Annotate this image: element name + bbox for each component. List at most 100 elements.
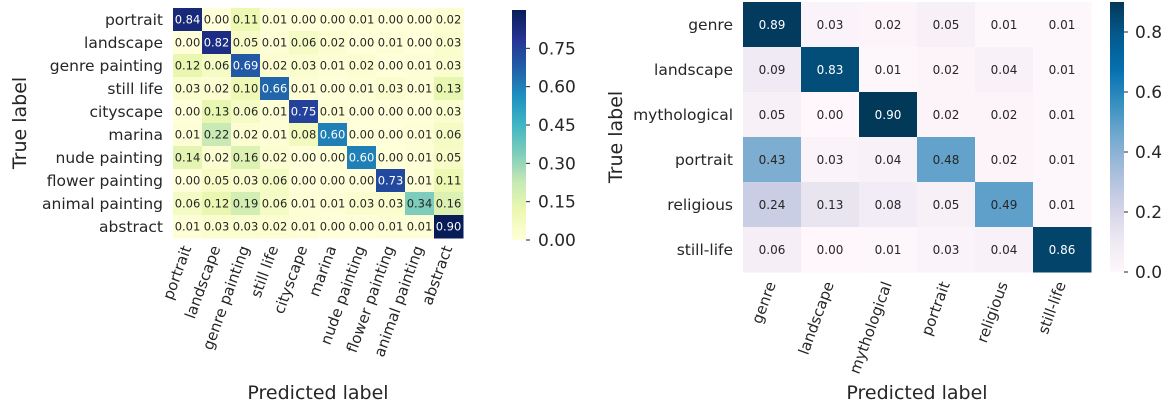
chart1-cell [318, 31, 348, 55]
chart1-cell-value: 0.06 [175, 197, 201, 211]
chart1-cell-value: 0.05 [204, 174, 230, 188]
chart1-cell [405, 77, 435, 101]
chart2-x-tick-label: genre [748, 279, 780, 326]
chart1-cell-value: 0.00 [320, 174, 346, 188]
chart1-cell-value: 0.00 [407, 36, 433, 50]
chart1-cell-value: 0.03 [378, 82, 404, 96]
chart2-y-tick-label: religious [667, 196, 733, 214]
chart1-cell [260, 100, 290, 124]
chart1-cell-value: 0.05 [436, 151, 462, 165]
chart1-cell-value: 0.06 [262, 174, 288, 188]
chart2-cell-value: 0.05 [759, 108, 786, 122]
chart1-cell [347, 8, 377, 32]
chart1-cell-value: 0.00 [349, 220, 375, 234]
chart1-cell-value: 0.00 [378, 151, 404, 165]
chart1-cell-value: 0.00 [320, 13, 346, 27]
chart1-cell-value: 0.00 [378, 128, 404, 142]
chart1-cell [173, 146, 203, 170]
chart2-panel: 0.89 0.03 0.02 0.05 0.01 0.01 0.09 0.83 0.01 0.02… [605, 2, 1162, 404]
chart2-cell-value: 0.03 [817, 18, 844, 32]
chart1-cell [347, 100, 377, 124]
chart1-cell [318, 123, 348, 147]
chart2-cell-value: 0.13 [817, 198, 844, 212]
chart2-cell [743, 2, 802, 48]
chart1-colorbar-tick-label: 0.15 [538, 193, 576, 213]
chart1-cell-value: 0.01 [407, 220, 433, 234]
chart2-colorbar-tick-label: 0.4 [1135, 143, 1162, 163]
chart1-cell-value: 0.14 [175, 151, 201, 165]
chart1-cell-value: 0.02 [320, 36, 346, 50]
chart1-cell-value: 0.02 [262, 59, 288, 73]
chart1-cell [260, 77, 290, 101]
chart1-cell-value: 0.00 [407, 13, 433, 27]
chart2-cell-value: 0.49 [991, 198, 1018, 212]
chart1-cell-value: 0.06 [262, 197, 288, 211]
chart1-cell-value: 0.01 [291, 220, 317, 234]
chart1-cell-value: 0.03 [204, 220, 230, 234]
chart2-x-tick-label: religious [973, 279, 1012, 345]
chart1-cell-value: 0.01 [349, 13, 375, 27]
chart2-y-tick-label: landscape [654, 61, 733, 79]
chart1-x-axis-label: Predicted label [247, 382, 388, 404]
chart2-cell-value: 0.04 [991, 63, 1018, 77]
chart1-cell [202, 8, 232, 32]
chart1-cell [231, 77, 261, 101]
chart2-x-tick-label: landscape [795, 279, 838, 357]
chart1-cell-value: 0.00 [320, 151, 346, 165]
chart1-cell-value: 0.06 [233, 105, 259, 119]
chart1-cell [289, 54, 319, 78]
chart1-cell [347, 169, 377, 193]
chart2-cell-value: 0.01 [875, 243, 902, 257]
chart2-cell-value: 0.89 [759, 18, 786, 32]
chart2-cell [1033, 182, 1092, 228]
chart2-cell [917, 137, 976, 183]
chart1-cell-value: 0.00 [291, 174, 317, 188]
chart1-cell [405, 146, 435, 170]
chart2-x-tick-label: portrait [918, 279, 954, 338]
chart2-cell-value: 0.02 [991, 153, 1018, 167]
chart1-cell-value: 0.01 [407, 82, 433, 96]
chart1-cell [405, 123, 435, 147]
chart2-cell-value: 0.90 [875, 108, 902, 122]
chart2-cell [859, 137, 918, 183]
chart1-cell-value: 0.03 [378, 197, 404, 211]
chart1-cell-value: 0.03 [436, 36, 462, 50]
chart1-cell-value: 0.00 [407, 105, 433, 119]
chart2-cell-value: 0.03 [817, 153, 844, 167]
chart1-cell [347, 146, 377, 170]
chart1-cell-value: 0.90 [436, 220, 462, 234]
chart1-cell-value: 0.00 [349, 174, 375, 188]
chart1-cell-value: 0.66 [262, 82, 288, 96]
chart1-cell-value: 0.03 [436, 105, 462, 119]
chart1-cell [289, 192, 319, 216]
chart2-cell [917, 47, 976, 93]
chart1-cell-value: 0.00 [349, 128, 375, 142]
chart1-cell [318, 169, 348, 193]
chart2-cell [743, 47, 802, 93]
chart1-cell [434, 77, 464, 101]
chart2-cell [975, 137, 1034, 183]
chart1-cell-value: 0.00 [291, 13, 317, 27]
chart2-cell-value: 0.02 [991, 108, 1018, 122]
chart1-cell-value: 0.00 [320, 82, 346, 96]
chart1-cell-value: 0.01 [378, 36, 404, 50]
chart1-cell-value: 0.06 [436, 128, 462, 142]
chart1-cell-value: 0.11 [233, 13, 259, 27]
chart1-cell-value: 0.01 [262, 128, 288, 142]
chart1-cell-value: 0.02 [436, 13, 462, 27]
chart1-cell-value: 0.01 [262, 13, 288, 27]
chart2-y-tick-label: genre [688, 16, 733, 34]
chart1-cell-value: 0.01 [320, 59, 346, 73]
chart1-cell-value: 0.00 [175, 105, 201, 119]
chart2-x-axis-label: Predicted label [846, 382, 987, 404]
chart1-cell [434, 8, 464, 32]
chart1-cell [376, 31, 406, 55]
chart1-cell [289, 169, 319, 193]
chart2-cell [975, 92, 1034, 138]
chart1-cell [376, 54, 406, 78]
chart1-cell [260, 31, 290, 55]
chart1-cell-value: 0.00 [175, 36, 201, 50]
chart2-cell [801, 2, 860, 48]
chart1-cell-value: 0.01 [175, 220, 201, 234]
